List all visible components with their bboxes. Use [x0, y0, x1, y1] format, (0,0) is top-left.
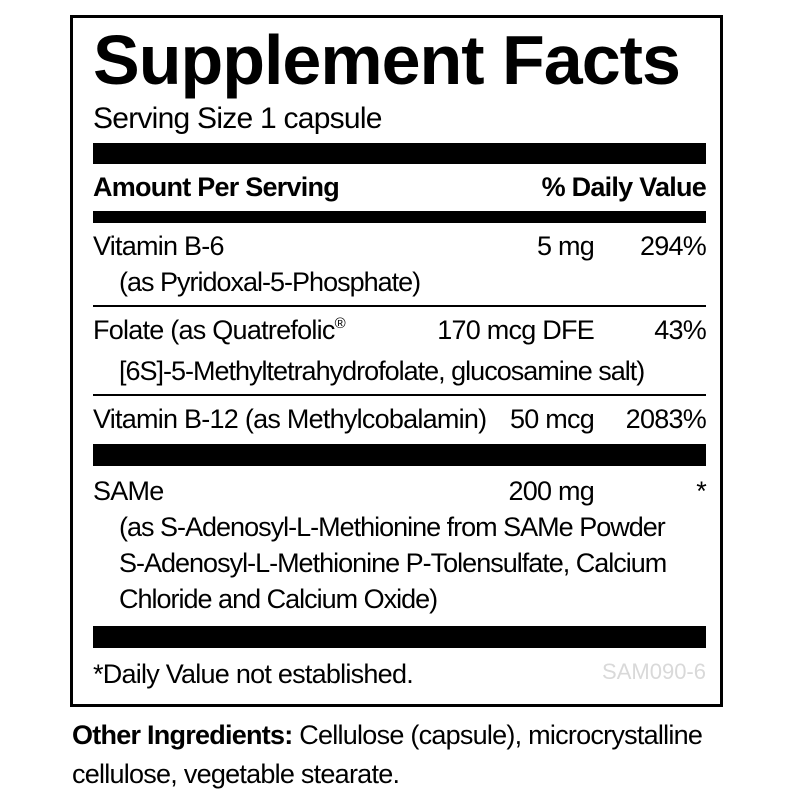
nutrient-row-vitamin-b6: Vitamin B-6 5 mg 294% (as Pyridoxal-5-Ph… — [93, 228, 707, 300]
bottom-divider-bar — [93, 626, 706, 648]
nutrient-name: Vitamin B-12 (as Methylcobalamin) — [93, 404, 487, 434]
nutrient-source-line: (as S-Adenosyl-L-Methionine from SAMe Po… — [119, 512, 666, 542]
nutrient-name: Folate (as Quatrefolic® — [93, 315, 346, 345]
nutrient-row-vitamin-b12: Vitamin B-12 (as Methylcobalamin) 50 mcg… — [93, 401, 707, 437]
nutrient-source-line: S-Adenosyl-L-Methionine P-Tolensulfate, … — [119, 548, 667, 578]
nutrient-name: Vitamin B-6 — [93, 231, 225, 261]
column-header-row: Amount Per Serving % Daily Value — [93, 170, 707, 204]
nutrient-amount: 170 mcg DFE — [437, 315, 595, 345]
panel-title: Supplement Facts — [93, 21, 681, 99]
nutrient-source-line: Chloride and Calcium Oxide) — [119, 584, 438, 614]
registered-trademark-symbol: ® — [334, 315, 346, 332]
footnote-row: *Daily Value not established. SAM090-6 — [93, 655, 706, 691]
nutrient-daily-value-asterisk: * — [696, 476, 707, 506]
other-ingredients-line2: cellulose, vegetable stearate. — [72, 759, 400, 789]
nutrient-row-same: SAMe 200 mg * (as S-Adenosyl-L-Methionin… — [93, 473, 707, 617]
nutrient-source-line: (as Pyridoxal-5-Phosphate) — [119, 267, 421, 297]
other-ingredients: Other Ingredients: Cellulose (capsule), … — [72, 716, 788, 794]
amount-per-serving-header: Amount Per Serving — [93, 172, 340, 202]
serving-size: Serving Size 1 capsule — [93, 102, 382, 135]
product-code: SAM090-6 — [602, 659, 706, 684]
other-ingredients-line1: Cellulose (capsule), microcrystalline — [299, 720, 703, 750]
supplement-facts-panel: Supplement Facts Serving Size 1 capsule … — [70, 15, 723, 707]
mid-divider-bar — [93, 444, 706, 466]
nutrient-source-line: [6S]-5-Methyltetrahydrofolate, glucosami… — [119, 356, 645, 386]
nutrient-row-folate: Folate (as Quatrefolic® 170 mcg DFE 43% … — [93, 312, 707, 389]
nutrient-amount: 5 mg — [536, 231, 595, 261]
top-divider-bar — [93, 143, 706, 164]
row-separator — [93, 394, 706, 396]
daily-value-footnote: *Daily Value not established. — [93, 659, 414, 689]
nutrient-daily-value: 2083% — [625, 404, 707, 434]
nutrient-daily-value: 294% — [639, 231, 707, 261]
daily-value-header: % Daily Value — [541, 172, 707, 202]
nutrient-amount: 50 mcg — [509, 404, 595, 434]
header-underline-bar — [93, 211, 706, 223]
nutrient-amount: 200 mg — [508, 476, 594, 506]
row-separator — [93, 305, 706, 307]
nutrient-name: SAMe — [93, 476, 164, 506]
other-ingredients-label: Other Ingredients: — [72, 720, 300, 750]
nutrient-daily-value: 43% — [654, 315, 707, 345]
